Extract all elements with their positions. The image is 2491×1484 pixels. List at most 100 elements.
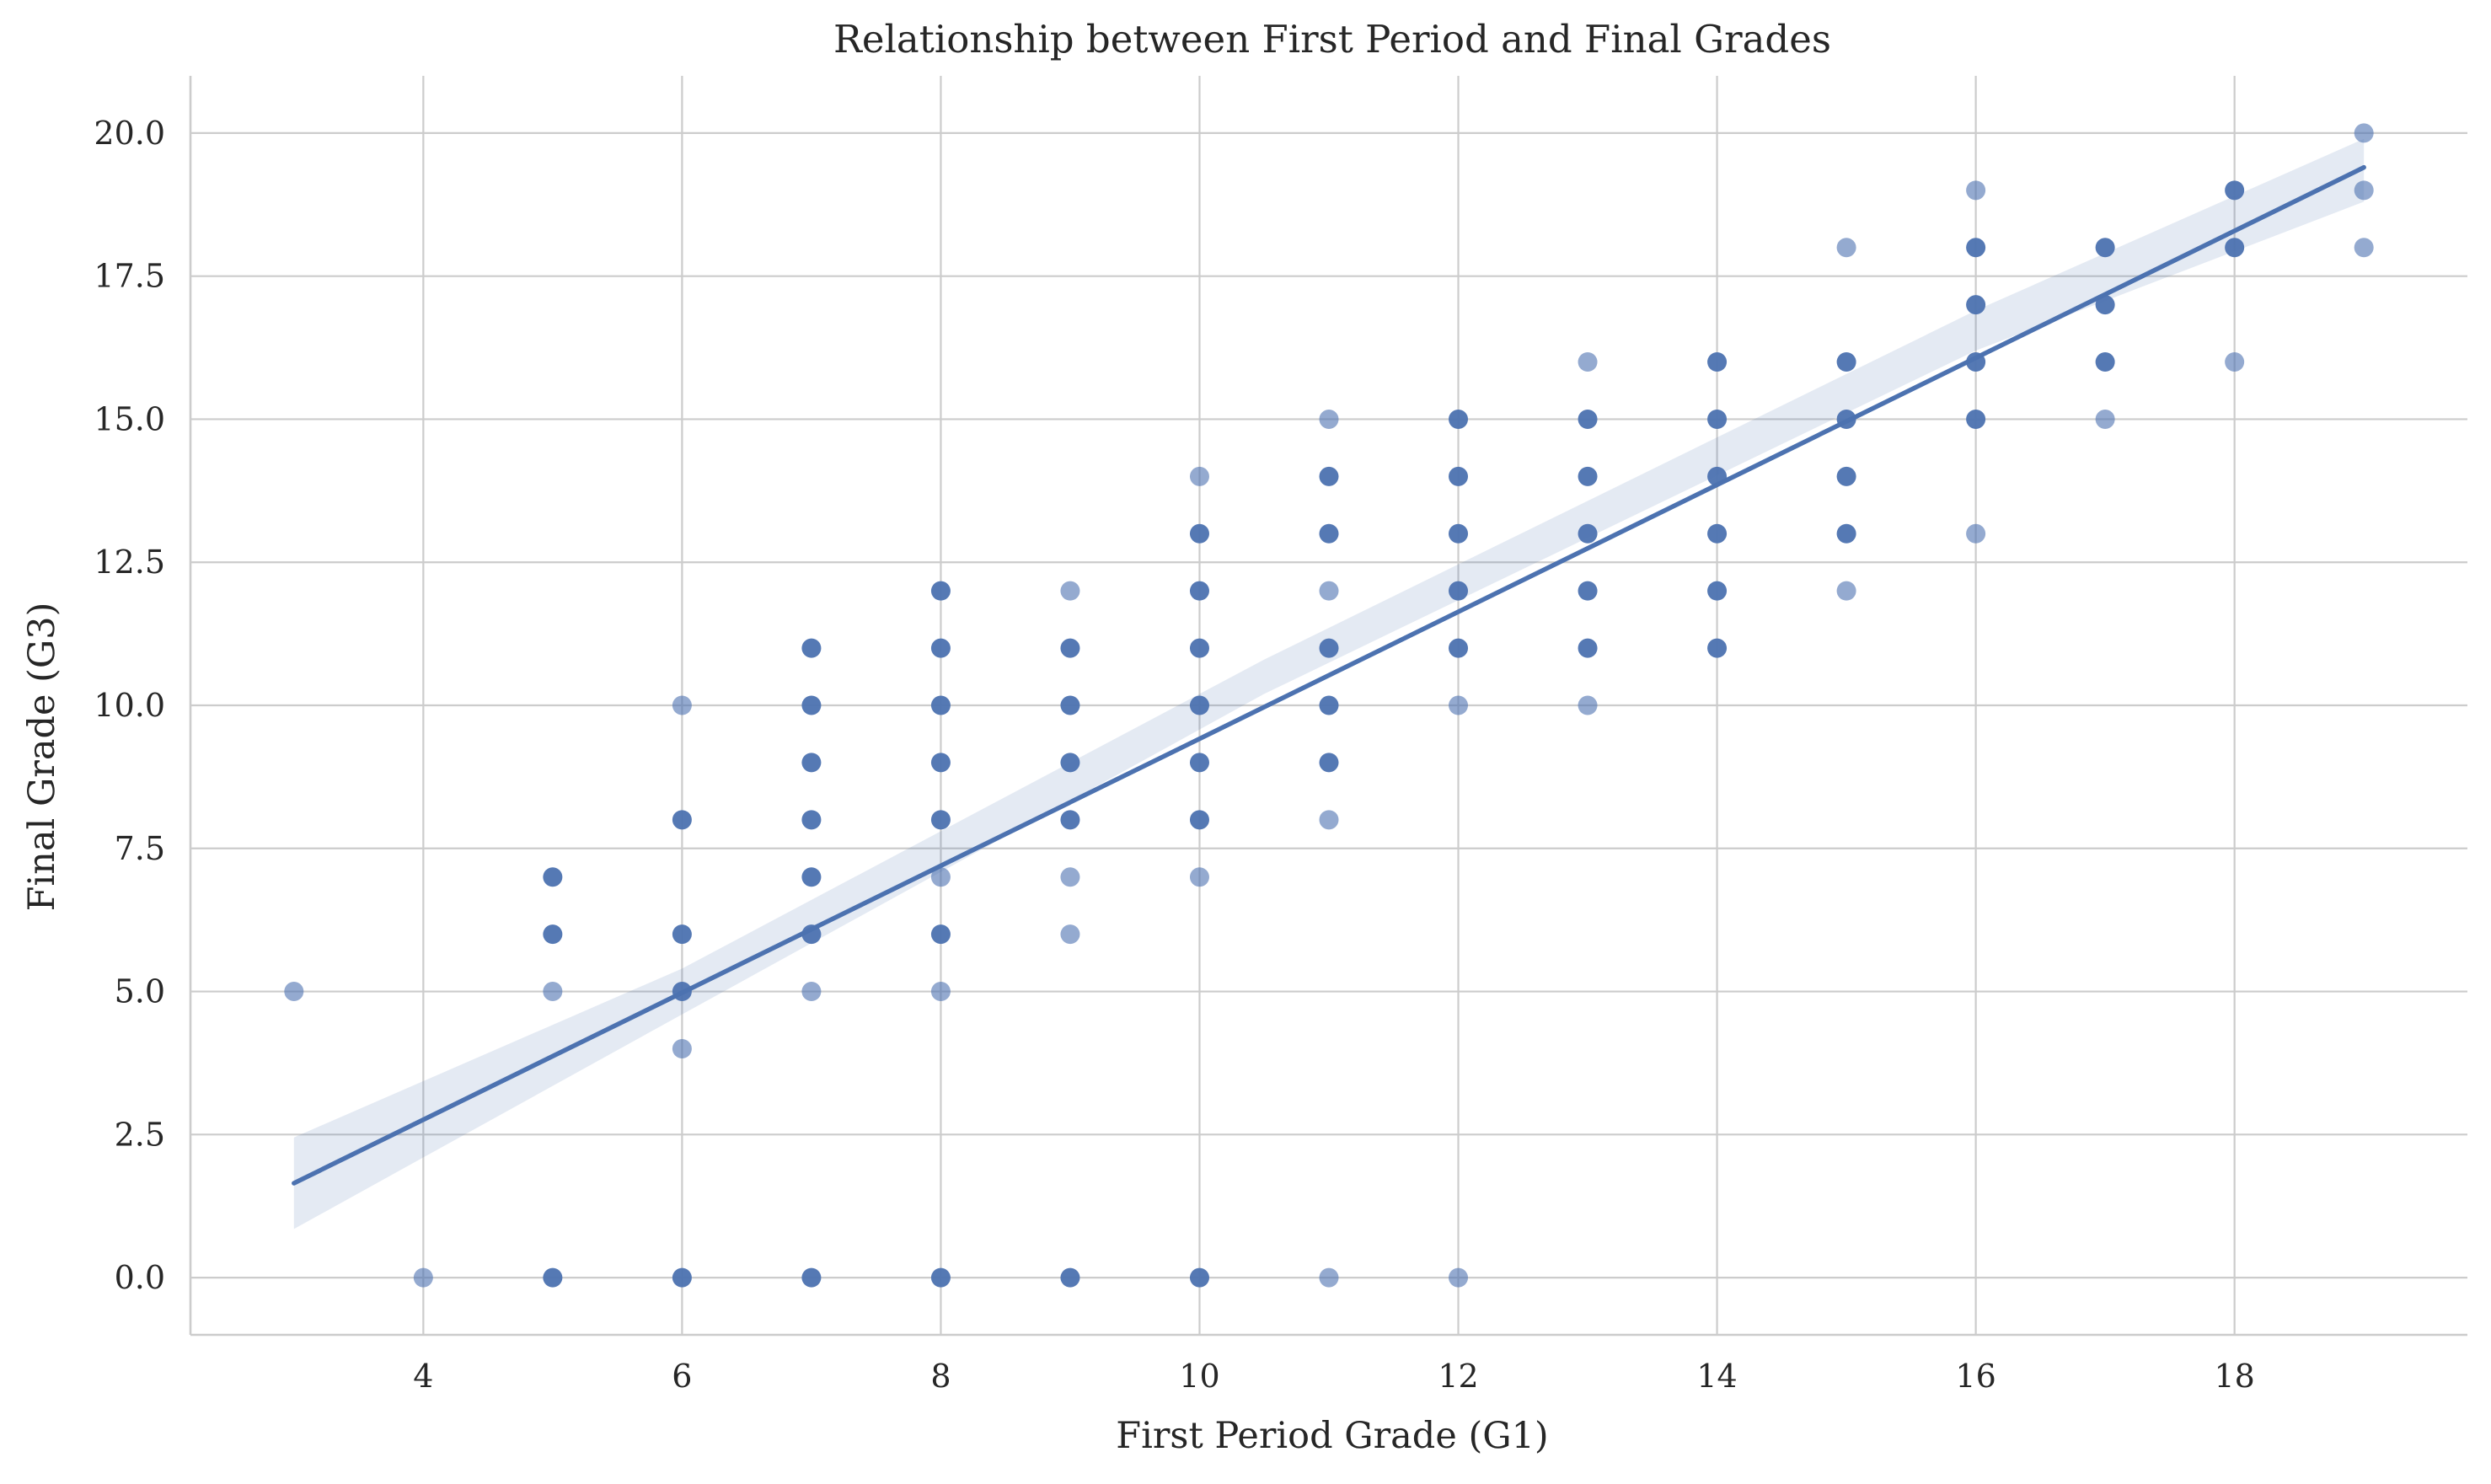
data-point xyxy=(1707,581,1728,601)
data-point xyxy=(1319,466,1339,486)
data-point xyxy=(2354,123,2374,143)
data-point xyxy=(930,753,951,773)
data-point xyxy=(1189,1267,1209,1288)
x-tick-label: 14 xyxy=(1696,1358,1737,1395)
data-point xyxy=(672,1038,692,1058)
data-point xyxy=(1060,867,1080,887)
data-point xyxy=(1319,753,1339,773)
confidence-band xyxy=(293,138,2365,1230)
data-point xyxy=(1707,409,1728,429)
data-point xyxy=(1449,1267,1469,1288)
confidence-band-layer xyxy=(293,138,2365,1230)
data-point xyxy=(1449,466,1469,486)
data-point xyxy=(1449,695,1469,715)
y-axis-label: Final Grade (G3) xyxy=(21,603,63,912)
x-tick-label: 4 xyxy=(413,1358,433,1395)
data-point xyxy=(1966,295,1986,315)
data-point xyxy=(1449,638,1469,658)
data-point xyxy=(1189,466,1209,486)
data-point xyxy=(2225,180,2245,201)
x-tick-label: 8 xyxy=(930,1358,951,1395)
y-tick-label: 12.5 xyxy=(94,544,165,581)
data-point xyxy=(801,1267,822,1288)
data-point xyxy=(2095,352,2115,372)
data-point xyxy=(930,581,951,601)
x-tick-label: 12 xyxy=(1438,1358,1478,1395)
data-point xyxy=(1578,409,1598,429)
data-point xyxy=(2095,238,2115,258)
data-point xyxy=(1966,523,1986,544)
data-point xyxy=(1578,352,1598,372)
x-tick-label: 10 xyxy=(1179,1358,1219,1395)
data-point xyxy=(1578,466,1598,486)
y-tick-label: 15.0 xyxy=(94,400,165,437)
data-point xyxy=(1707,523,1728,544)
x-axis-label: First Period Grade (G1) xyxy=(1116,1415,1548,1457)
data-point xyxy=(2225,352,2245,372)
data-point xyxy=(1449,581,1469,601)
data-point xyxy=(1836,523,1856,544)
data-point xyxy=(930,1267,951,1288)
data-point xyxy=(1966,238,1986,258)
data-point xyxy=(1578,523,1598,544)
data-point xyxy=(1578,581,1598,601)
data-point xyxy=(1449,409,1469,429)
data-point xyxy=(1189,638,1209,658)
data-point xyxy=(1319,581,1339,601)
data-point xyxy=(801,982,822,1002)
data-point xyxy=(930,638,951,658)
data-point xyxy=(543,1267,563,1288)
x-tick-label: 6 xyxy=(672,1358,692,1395)
y-tick-label: 2.5 xyxy=(115,1116,165,1153)
data-point xyxy=(1319,523,1339,544)
data-point xyxy=(543,867,563,887)
data-points xyxy=(284,123,2374,1288)
data-point xyxy=(1189,523,1209,544)
data-point xyxy=(1707,638,1728,658)
data-point xyxy=(1189,581,1209,601)
data-point xyxy=(1189,695,1209,715)
x-tick-label: 16 xyxy=(1955,1358,1995,1395)
x-tick-label: 18 xyxy=(2214,1358,2254,1395)
data-point xyxy=(1060,753,1080,773)
data-point xyxy=(1060,1267,1080,1288)
data-point xyxy=(1836,466,1856,486)
data-point xyxy=(930,810,951,830)
y-tick-label: 0.0 xyxy=(115,1259,165,1296)
data-point xyxy=(801,695,822,715)
y-tick-label: 17.5 xyxy=(94,258,165,295)
axes-spines xyxy=(189,76,2467,1337)
data-point xyxy=(413,1267,433,1288)
data-point xyxy=(930,867,951,887)
data-point xyxy=(1578,695,1598,715)
y-tick-label: 20.0 xyxy=(94,115,165,152)
data-point xyxy=(1319,638,1339,658)
data-point xyxy=(1060,810,1080,830)
data-point xyxy=(801,867,822,887)
y-tick-label: 5.0 xyxy=(115,973,165,1010)
data-point xyxy=(2225,238,2245,258)
data-point xyxy=(284,982,304,1002)
data-point xyxy=(1319,695,1339,715)
y-tick-label: 10.0 xyxy=(94,687,165,724)
regression-line-layer xyxy=(292,164,2366,1186)
data-point xyxy=(1319,409,1339,429)
data-point xyxy=(2354,238,2374,258)
data-point xyxy=(1966,409,1986,429)
data-point xyxy=(1966,180,1986,201)
x-tick-labels: 4 6 8 10 12 14 16 18 xyxy=(413,1358,2255,1395)
y-tick-labels: 0.0 2.5 5.0 7.5 10.0 12.5 15.0 17.5 20.0 xyxy=(94,115,165,1296)
chart-title: Relationship between First Period and Fi… xyxy=(833,17,1831,62)
data-point xyxy=(801,810,822,830)
data-point xyxy=(672,924,692,945)
data-point xyxy=(1060,924,1080,945)
data-point xyxy=(2354,180,2374,201)
data-point xyxy=(2095,295,2115,315)
data-point xyxy=(1060,638,1080,658)
data-point xyxy=(1060,581,1080,601)
data-point xyxy=(2095,409,2115,429)
data-point xyxy=(1189,867,1209,887)
data-point xyxy=(1836,238,1856,258)
